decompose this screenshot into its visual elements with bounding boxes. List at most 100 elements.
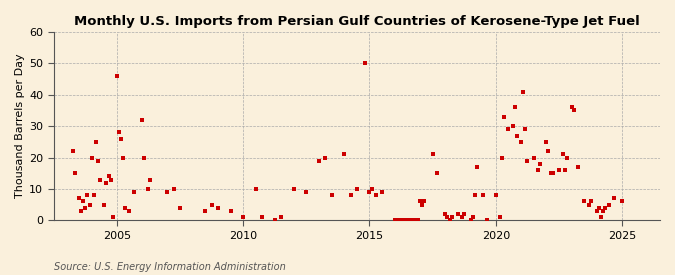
- Point: [389, 218, 400, 222]
- Point: [238, 215, 248, 219]
- Point: [558, 152, 568, 156]
- Point: [402, 218, 413, 222]
- Point: [256, 215, 267, 219]
- Point: [78, 199, 88, 204]
- Point: [416, 202, 427, 207]
- Point: [545, 171, 556, 175]
- Point: [213, 206, 223, 210]
- Point: [469, 193, 480, 197]
- Point: [408, 218, 419, 222]
- Point: [583, 202, 594, 207]
- Point: [579, 199, 590, 204]
- Point: [516, 140, 526, 144]
- Point: [366, 187, 377, 191]
- Point: [225, 209, 236, 213]
- Point: [560, 168, 570, 172]
- Point: [345, 193, 356, 197]
- Point: [419, 199, 430, 204]
- Title: Monthly U.S. Imports from Persian Gulf Countries of Kerosene-Type Jet Fuel: Monthly U.S. Imports from Persian Gulf C…: [74, 15, 640, 28]
- Point: [406, 218, 417, 222]
- Point: [442, 215, 453, 219]
- Point: [95, 177, 105, 182]
- Point: [105, 177, 116, 182]
- Point: [74, 196, 84, 200]
- Point: [119, 206, 130, 210]
- Text: Source: U.S. Energy Information Administration: Source: U.S. Energy Information Administ…: [54, 262, 286, 272]
- Point: [471, 165, 482, 169]
- Point: [467, 215, 478, 219]
- Point: [410, 218, 421, 222]
- Point: [326, 193, 337, 197]
- Point: [145, 177, 156, 182]
- Point: [440, 212, 451, 216]
- Point: [250, 187, 261, 191]
- Point: [541, 140, 551, 144]
- Point: [412, 218, 423, 222]
- Point: [364, 190, 375, 194]
- Point: [113, 130, 124, 135]
- Point: [596, 215, 607, 219]
- Point: [457, 215, 468, 219]
- Point: [608, 196, 619, 200]
- Point: [543, 149, 554, 153]
- Point: [446, 215, 457, 219]
- Point: [562, 155, 572, 160]
- Point: [518, 89, 529, 94]
- Point: [444, 218, 455, 222]
- Point: [547, 171, 558, 175]
- Point: [465, 218, 476, 222]
- Point: [482, 218, 493, 222]
- Point: [414, 199, 425, 204]
- Point: [585, 199, 596, 204]
- Point: [314, 158, 325, 163]
- Point: [568, 108, 579, 113]
- Point: [275, 215, 286, 219]
- Point: [529, 155, 539, 160]
- Point: [604, 202, 615, 207]
- Point: [137, 118, 148, 122]
- Point: [508, 124, 518, 128]
- Point: [128, 190, 139, 194]
- Point: [68, 149, 78, 153]
- Point: [84, 202, 95, 207]
- Point: [200, 209, 211, 213]
- Point: [598, 209, 609, 213]
- Point: [400, 218, 411, 222]
- Point: [478, 193, 489, 197]
- Point: [554, 168, 564, 172]
- Point: [92, 158, 103, 163]
- Point: [572, 165, 583, 169]
- Point: [392, 218, 402, 222]
- Point: [82, 193, 92, 197]
- Point: [168, 187, 179, 191]
- Point: [371, 193, 381, 197]
- Point: [175, 206, 186, 210]
- Point: [394, 218, 404, 222]
- Point: [510, 105, 520, 109]
- Point: [566, 105, 577, 109]
- Point: [535, 162, 545, 166]
- Point: [398, 218, 408, 222]
- Point: [90, 140, 101, 144]
- Point: [503, 127, 514, 131]
- Point: [499, 114, 510, 119]
- Point: [352, 187, 362, 191]
- Point: [512, 133, 522, 138]
- Point: [497, 155, 508, 160]
- Point: [427, 152, 438, 156]
- Point: [452, 212, 463, 216]
- Point: [143, 187, 154, 191]
- Point: [80, 206, 90, 210]
- Point: [88, 193, 99, 197]
- Point: [76, 209, 86, 213]
- Point: [70, 171, 80, 175]
- Point: [520, 127, 531, 131]
- Point: [404, 218, 415, 222]
- Point: [162, 190, 173, 194]
- Point: [600, 206, 611, 210]
- Point: [320, 155, 331, 160]
- Y-axis label: Thousand Barrels per Day: Thousand Barrels per Day: [15, 54, 25, 199]
- Point: [360, 61, 371, 65]
- Point: [617, 199, 628, 204]
- Point: [101, 180, 111, 185]
